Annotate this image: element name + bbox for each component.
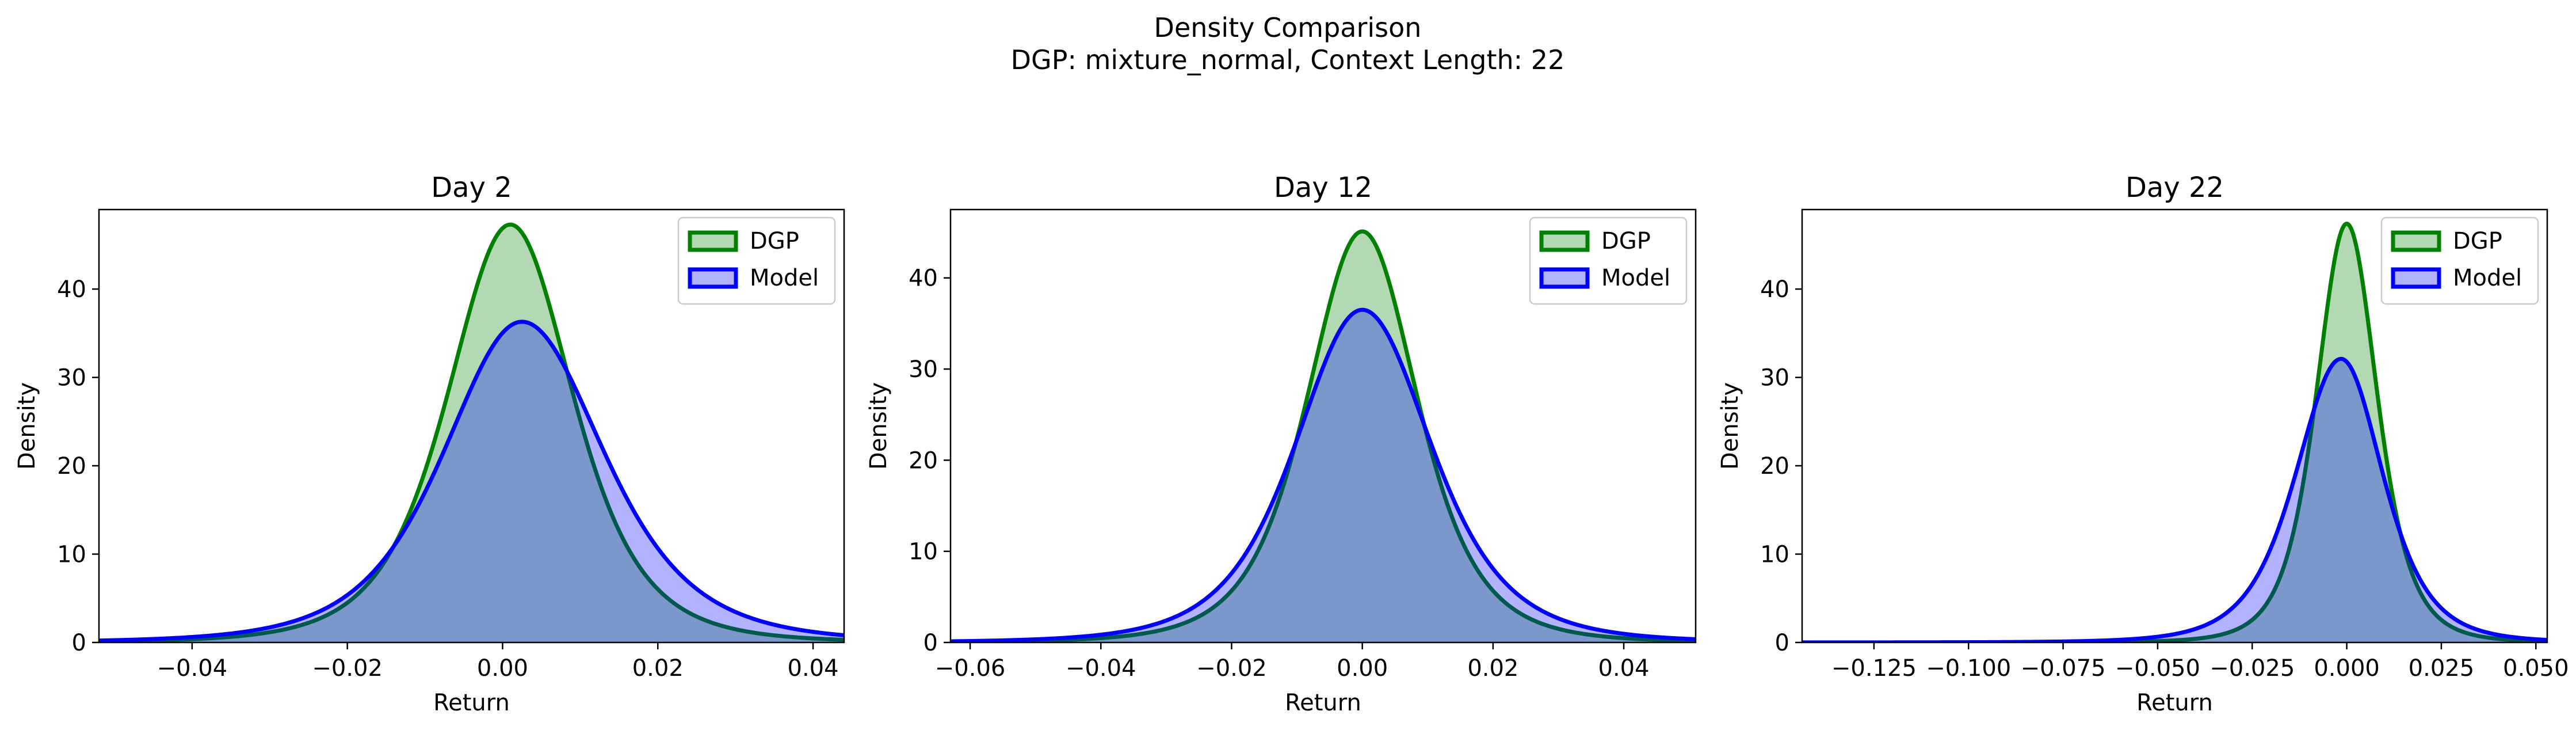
x-tick-label: 0.000 xyxy=(2314,655,2380,682)
legend-label-model: Model xyxy=(750,265,819,291)
x-axis-label: Return xyxy=(1285,690,1361,716)
model-density-line xyxy=(99,320,844,642)
y-axis-label: Density xyxy=(14,382,40,470)
legend-label-dgp: DGP xyxy=(1601,228,1651,254)
plot-area xyxy=(951,229,1696,642)
figure-subtitle: DGP: mixture_normal, Context Length: 22 xyxy=(1011,44,1565,75)
axes-frame xyxy=(949,208,1697,644)
x-tick-label: 0.04 xyxy=(1598,655,1650,682)
dgp-density-fill xyxy=(99,225,844,642)
model-density-fill xyxy=(951,310,1696,642)
panel-2: Day 12 −0.06 −0.04 −0.02 0.00 0.02 0.04 0 10 20 30… xyxy=(865,172,1697,716)
axes-frame xyxy=(98,208,845,644)
panel-title: Day 12 xyxy=(1274,172,1372,204)
dgp-density-line xyxy=(951,229,1696,642)
legend-label-model: Model xyxy=(2453,265,2522,291)
x-tick-label: 0.02 xyxy=(1467,655,1518,682)
x-tick-label: −0.100 xyxy=(1926,655,2011,682)
model-density-line xyxy=(951,307,1696,642)
x-tick-label: 0.050 xyxy=(2503,655,2569,682)
dgp-density-line xyxy=(99,222,844,642)
y-tick-label: 10 xyxy=(1760,542,1789,568)
legend-label-dgp: DGP xyxy=(2453,228,2502,254)
y-tick-label: 30 xyxy=(1760,365,1789,391)
dgp-density-fill xyxy=(951,231,1696,642)
y-tick-label: 20 xyxy=(909,447,938,474)
legend-label-dgp: DGP xyxy=(750,228,799,254)
x-axis-label: Return xyxy=(2136,690,2213,716)
x-tick-label: 0.025 xyxy=(2409,655,2475,682)
legend-swatch-model xyxy=(688,267,738,289)
y-axis-label: Density xyxy=(865,382,892,470)
y-tick-label: 0 xyxy=(1775,630,1789,656)
x-tick-label: 0.00 xyxy=(1337,655,1388,682)
model-density-fill xyxy=(99,321,844,642)
y-tick-label: 10 xyxy=(57,542,86,568)
plot-area xyxy=(99,222,844,642)
x-tick-label: 0.04 xyxy=(788,655,839,682)
model-density-line xyxy=(1802,356,2547,642)
y-tick-label: 30 xyxy=(909,356,938,383)
panel-title: Day 22 xyxy=(2125,172,2224,204)
legend-swatch-dgp xyxy=(2391,230,2441,252)
x-tick-label: −0.050 xyxy=(2115,655,2200,682)
legend-box xyxy=(1529,216,1688,305)
x-tick-label: 0.02 xyxy=(632,655,684,682)
legend: DGP Model xyxy=(2380,216,2539,305)
y-tick-label: 30 xyxy=(57,365,86,391)
legend-label-model: Model xyxy=(1601,265,1670,291)
y-tick-label: 40 xyxy=(1760,276,1789,303)
axes-frame xyxy=(1801,208,2548,644)
x-tick-label: −0.125 xyxy=(1831,655,1917,682)
figure-title: Density Comparison xyxy=(1154,12,1422,43)
x-tick-label: −0.025 xyxy=(2209,655,2295,682)
legend: DGP Model xyxy=(1529,216,1688,305)
model-density-fill xyxy=(1802,359,2547,642)
y-tick-label: 40 xyxy=(909,265,938,292)
y-tick-label: 20 xyxy=(57,453,86,480)
legend: DGP Model xyxy=(677,216,836,305)
panel-title: Day 2 xyxy=(431,172,512,204)
y-tick-label: 0 xyxy=(923,630,938,656)
x-tick-label: 0.00 xyxy=(477,655,528,682)
y-tick-label: 10 xyxy=(909,539,938,565)
x-tick-label: −0.06 xyxy=(935,655,1006,682)
y-tick-label: 0 xyxy=(72,630,86,656)
legend-swatch-dgp xyxy=(688,230,738,252)
dgp-density-fill xyxy=(1802,223,2547,642)
y-tick-label: 20 xyxy=(1760,453,1789,480)
x-axis-label: Return xyxy=(433,690,510,716)
x-tick-label: −0.02 xyxy=(1196,655,1267,682)
legend-box xyxy=(2380,216,2539,305)
x-tick-label: −0.04 xyxy=(1066,655,1136,682)
legend-swatch-dgp xyxy=(1539,230,1590,252)
panel-3: Day 22 −0.125 −0.100 −0.075 −0.050 −0.025 0.00… xyxy=(1717,172,2569,716)
legend-swatch-model xyxy=(2391,267,2441,289)
y-tick-label: 40 xyxy=(57,276,86,303)
x-tick-label: −0.02 xyxy=(312,655,383,682)
legend-swatch-model xyxy=(1539,267,1590,289)
x-tick-label: −0.04 xyxy=(157,655,228,682)
panels: Day 2 −0.04 −0.02 0.00 0.02 0.04 0 10 20 30 40 Retu… xyxy=(14,172,2569,716)
legend-box xyxy=(677,216,836,305)
panel-1: Day 2 −0.04 −0.02 0.00 0.02 0.04 0 10 20 30 40 Retu… xyxy=(14,172,845,716)
y-axis-label: Density xyxy=(1717,382,1743,470)
x-tick-label: −0.075 xyxy=(2021,655,2106,682)
